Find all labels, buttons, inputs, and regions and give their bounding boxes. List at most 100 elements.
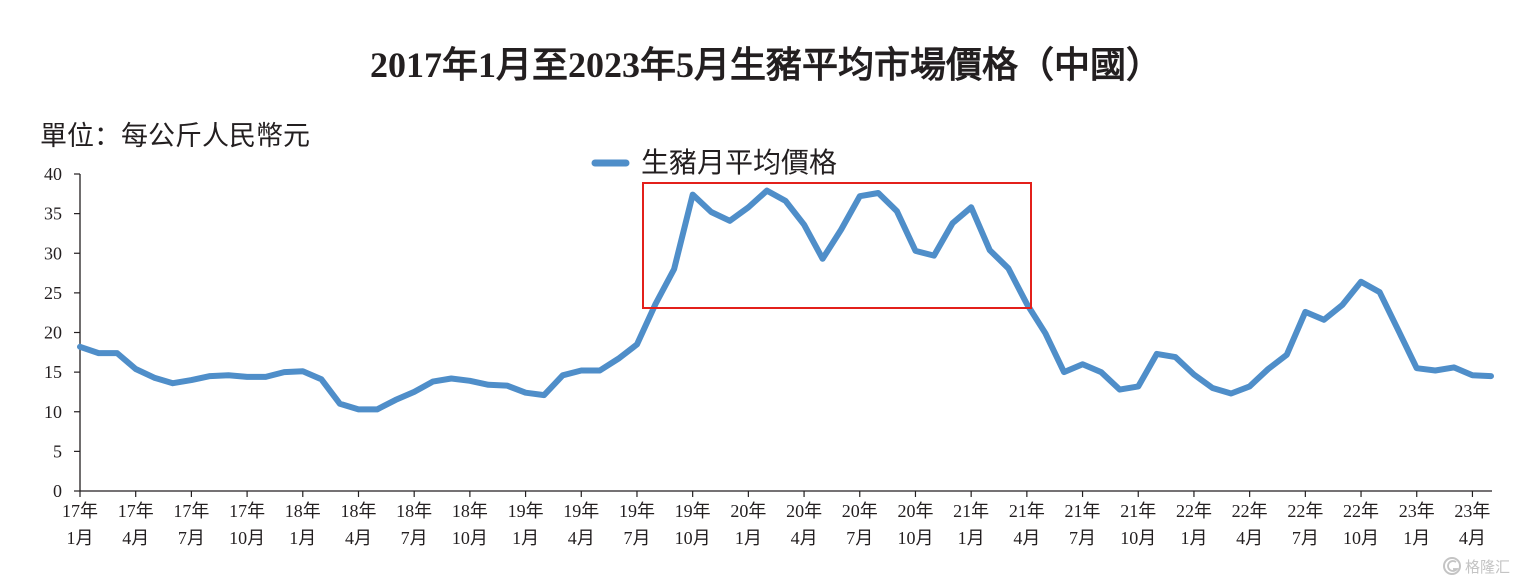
data-point xyxy=(801,222,807,228)
data-point xyxy=(1358,279,1364,285)
data-point xyxy=(207,373,213,379)
x-tick-label-year: 17年 xyxy=(62,501,98,521)
data-point xyxy=(170,380,176,386)
data-point xyxy=(1414,365,1420,371)
y-tick-label: 5 xyxy=(53,441,62,461)
data-point xyxy=(1080,361,1086,367)
x-tick-label: 20年 1月 xyxy=(730,501,766,548)
x-tick-label-year: 18年 xyxy=(452,501,488,521)
data-point xyxy=(968,204,974,210)
legend: 生豬月平均價格 xyxy=(591,147,837,179)
data-point xyxy=(838,227,844,232)
data-point xyxy=(1061,369,1067,375)
data-point xyxy=(1154,351,1160,357)
data-point xyxy=(374,406,380,412)
x-tick-label-month: 1月 xyxy=(1180,528,1207,548)
x-tick-label: 19年 7月 xyxy=(619,501,655,548)
x-tick-label-month: 1月 xyxy=(1403,528,1430,548)
data-point xyxy=(913,248,918,254)
legend-label: 生豬月平均價格 xyxy=(641,147,837,179)
data-point xyxy=(1451,364,1457,370)
x-tick-label: 23年 1月 xyxy=(1399,501,1435,548)
x-tick-label-month: 4月 xyxy=(1013,528,1040,548)
x-tick-label-year: 22年 xyxy=(1232,501,1268,521)
x-tick-label: 18年 7月 xyxy=(396,501,432,548)
data-point xyxy=(653,301,658,307)
data-point xyxy=(1135,383,1141,389)
x-tick-label-month: 1月 xyxy=(735,528,762,548)
x-tick-label-month: 10月 xyxy=(452,528,488,548)
y-axis-ticks: 0 5 10 15 20 25 30 35 40 xyxy=(44,164,80,501)
data-point xyxy=(987,247,993,253)
data-point xyxy=(820,256,826,262)
x-tick-label-year: 19年 xyxy=(508,501,544,521)
data-point xyxy=(504,383,510,389)
data-point xyxy=(857,193,863,199)
data-point xyxy=(764,188,770,194)
data-point xyxy=(1340,302,1345,308)
data-point xyxy=(1210,385,1215,391)
x-tick-label-month: 7月 xyxy=(178,528,205,548)
x-tick-label: 21年 4月 xyxy=(1009,501,1045,548)
data-point xyxy=(1247,383,1253,389)
data-point xyxy=(1395,327,1401,333)
data-point xyxy=(727,218,733,224)
x-tick-label-year: 23年 xyxy=(1454,501,1490,521)
x-tick-label: 22年 10月 xyxy=(1343,501,1379,548)
series-line xyxy=(77,187,1494,413)
data-point xyxy=(745,204,751,210)
x-tick-label-year: 18年 xyxy=(340,501,376,521)
x-tick-label-year: 19年 xyxy=(563,501,599,521)
data-point xyxy=(263,374,269,380)
x-tick-label-year: 22年 xyxy=(1343,501,1379,521)
data-point xyxy=(1191,372,1197,377)
data-point xyxy=(133,366,139,372)
x-tick-label: 18年 1月 xyxy=(285,501,321,548)
data-point xyxy=(1024,301,1030,307)
data-point xyxy=(1432,368,1438,373)
x-tick-label-month: 4月 xyxy=(122,528,149,548)
x-tick-label: 18年 4月 xyxy=(340,501,376,548)
x-tick-label-year: 19年 xyxy=(619,501,655,521)
x-tick-label-year: 21年 xyxy=(1120,501,1156,521)
watermark-text: 格隆汇 xyxy=(1465,558,1510,576)
x-tick-label-month: 1月 xyxy=(67,528,94,548)
data-point xyxy=(1469,372,1475,378)
data-point xyxy=(1228,391,1234,396)
unit-label: 單位：每公斤人民幣元 xyxy=(40,121,310,151)
x-tick-label-year: 22年 xyxy=(1287,501,1323,521)
x-tick-label-year: 22年 xyxy=(1176,501,1212,521)
x-tick-label: 19年 1月 xyxy=(508,501,544,548)
data-point xyxy=(188,377,194,383)
x-tick-label: 22年 1月 xyxy=(1176,501,1212,548)
x-tick-label-month: 10月 xyxy=(1343,528,1379,548)
data-point xyxy=(931,253,937,259)
x-tick-label-month: 10月 xyxy=(1120,528,1156,548)
chart-title: 2017年1月至2023年5月生豬平均市場價格（中國） xyxy=(370,45,1162,85)
data-point xyxy=(77,344,83,350)
x-tick-label: 17年 4月 xyxy=(118,501,154,548)
data-point xyxy=(300,368,306,374)
data-point xyxy=(560,372,566,378)
x-tick-label: 18年 10月 xyxy=(452,501,488,548)
x-tick-label-year: 19年 xyxy=(675,501,711,521)
x-tick-label-month: 7月 xyxy=(1069,528,1096,548)
y-tick-label: 35 xyxy=(44,204,62,224)
highlight-box xyxy=(642,182,1032,309)
x-tick-label-month: 1月 xyxy=(512,528,539,548)
data-point xyxy=(950,220,956,226)
data-point xyxy=(541,392,547,398)
data-point xyxy=(1488,373,1494,379)
x-tick-label-month: 7月 xyxy=(846,528,873,548)
data-point xyxy=(1005,265,1011,271)
data-point xyxy=(894,208,900,214)
x-tick-label-year: 21年 xyxy=(953,501,989,521)
data-point xyxy=(615,356,621,362)
x-tick-label: 19年 4月 xyxy=(563,501,599,548)
y-tick-label: 15 xyxy=(44,362,62,382)
data-point xyxy=(1042,330,1048,336)
data-point xyxy=(356,406,361,412)
gelonghui-logo-icon xyxy=(1443,557,1461,575)
data-point xyxy=(708,209,714,215)
